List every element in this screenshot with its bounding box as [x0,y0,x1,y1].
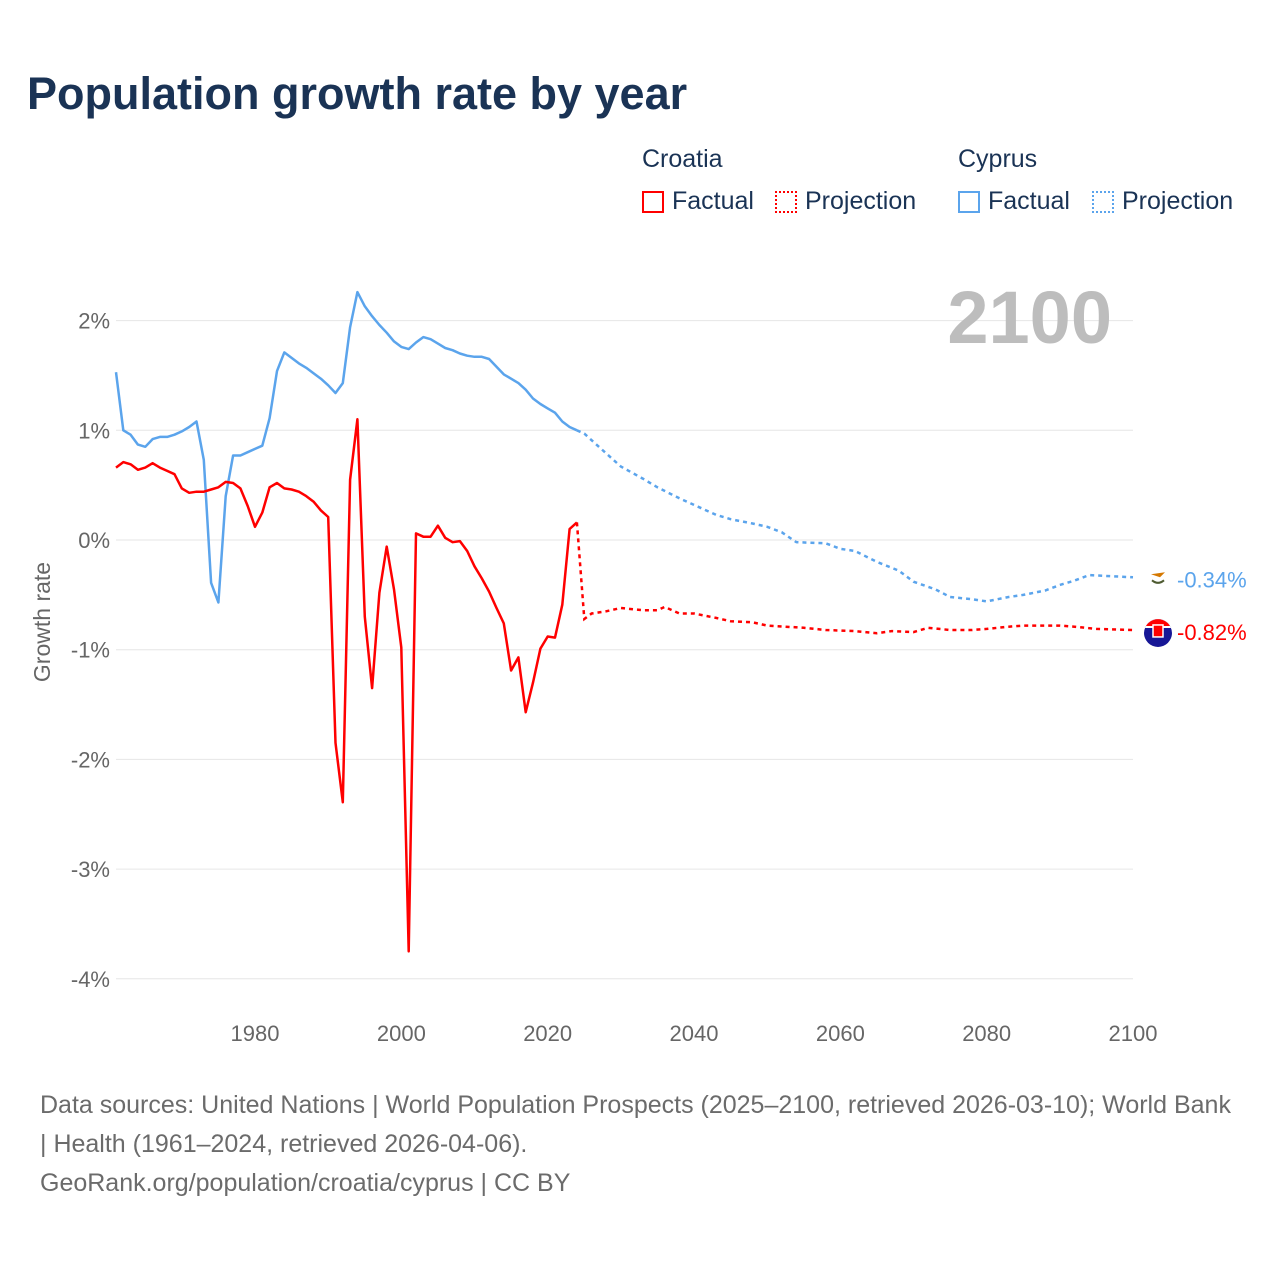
footer: Data sources: United Nations | World Pop… [40,1086,1240,1203]
cyprus-factual-line [114,290,578,604]
y-tick-label: -2% [71,747,110,772]
legend-label: Factual [988,187,1070,215]
croatia-factual-line [115,418,578,953]
cyprus-projection-line [576,429,1134,603]
solid-swatch-icon [642,190,664,213]
dotted-swatch-icon [1092,190,1114,213]
x-tick-label: 2060 [816,1021,865,1046]
y-tick-label: 1% [78,418,110,443]
flag-shield [1152,624,1164,638]
dotted-swatch-icon [775,190,797,213]
credit-link[interactable]: GeoRank.org/population/croatia/cyprus | … [40,1169,571,1197]
legend-label: Projection [805,187,917,215]
x-tick-label: 2080 [962,1021,1011,1046]
y-tick-label: 2% [78,309,110,334]
legend-label: Factual [672,187,754,215]
x-tick-label: 2100 [1109,1021,1158,1046]
cyprus-end-label: -0.34% [1177,567,1247,592]
x-tick-label: 1980 [231,1021,280,1046]
year-indicator: 2100 [947,276,1112,359]
legend-cyprus-projection[interactable]: Projection [1092,187,1233,216]
y-tick-label: 0% [78,528,110,553]
flag-map [1151,572,1165,578]
x-tick-label: 2000 [377,1021,426,1046]
data-sources: Data sources: United Nations | World Pop… [40,1091,1231,1158]
legend-croatia-projection[interactable]: Projection [775,187,916,216]
x-tick-label: 2040 [670,1021,719,1046]
legend-croatia-factual[interactable]: Factual [642,187,754,216]
y-tick-label: -3% [71,857,110,882]
flag-red [1146,619,1170,626]
legend-group-title: Croatia [642,145,723,173]
chart-title: Population growth rate by year [27,68,688,119]
cyprus-flag-icon [1147,566,1169,589]
croatia-end-label: -0.82% [1177,620,1247,645]
y-axis-label: Growth rate [29,562,55,682]
y-tick-label: -1% [71,638,110,663]
croatia-flag-icon [1144,618,1172,647]
legend-label: Projection [1122,187,1234,215]
x-tick-label: 2020 [523,1021,572,1046]
croatia-projection-line [575,522,1134,635]
legend-group-title: Cyprus [958,145,1038,173]
flag-base [1147,566,1169,589]
flag-olive [1151,579,1165,584]
y-tick-label: -4% [71,967,110,992]
solid-swatch-icon [958,190,980,213]
legend-cyprus-factual[interactable]: Factual [958,187,1070,216]
